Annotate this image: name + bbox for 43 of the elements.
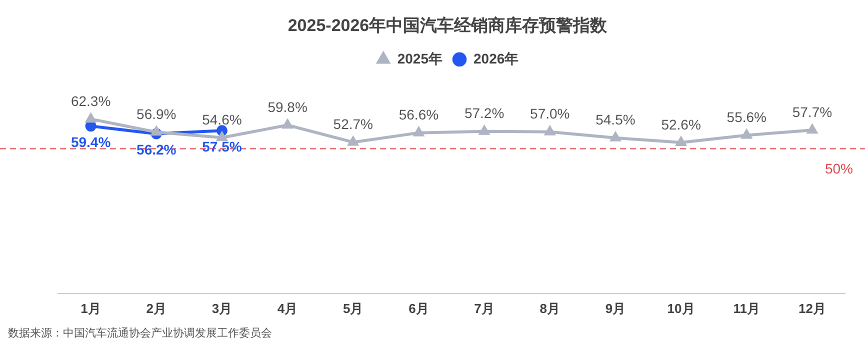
x-tick-label: 10月 [667,300,695,316]
point [282,120,293,129]
x-tick-label: 7月 [474,300,494,316]
data-label: 57.2% [464,105,504,122]
legend-label: 2026年 [474,50,519,66]
legend-label: 2025年 [397,50,443,66]
point [676,136,686,146]
x-tick-label: 12月 [798,300,826,316]
point [151,126,162,136]
x-tick-label: 11月 [733,300,760,316]
point [348,136,358,146]
data-label: 52.7% [333,116,373,132]
x-tick-label: 5月 [343,300,364,316]
point [544,126,555,136]
point [414,127,424,136]
point [610,132,620,142]
x-tick-label: 2月 [146,300,166,316]
x-tick-label: 8月 [540,300,560,316]
data-label: 57.5% [202,138,242,155]
x-tick-label: 9月 [605,300,626,316]
ref-line-label: 50% [824,160,853,177]
data-label: 54.6% [202,112,242,128]
x-tick-label: 6月 [408,300,429,316]
point [479,126,490,135]
data-label: 54.5% [596,112,636,128]
data-label: 55.6% [726,109,766,126]
data-label: 57.0% [530,106,570,122]
data-label: 62.3% [70,92,111,109]
data-label: 52.6% [661,116,701,132]
x-tick-label: 4月 [277,300,298,316]
data-label: 59.4% [70,134,112,150]
point [216,132,227,142]
point [742,130,752,139]
x-tick-label: 3月 [212,300,232,316]
x-tick-label: 1月 [80,300,101,316]
point [86,114,96,123]
source-note: 数据来源：中国汽车流通协会产业协调发展工作委员会 [8,326,272,340]
chart-title: 2025-2026年中国汽车经销商库存预警指数 [288,16,608,35]
data-label: 56.6% [398,106,439,123]
point [807,124,818,134]
data-label: 59.8% [268,98,308,115]
data-label: 57.7% [792,104,832,120]
data-label: 56.9% [136,106,176,122]
